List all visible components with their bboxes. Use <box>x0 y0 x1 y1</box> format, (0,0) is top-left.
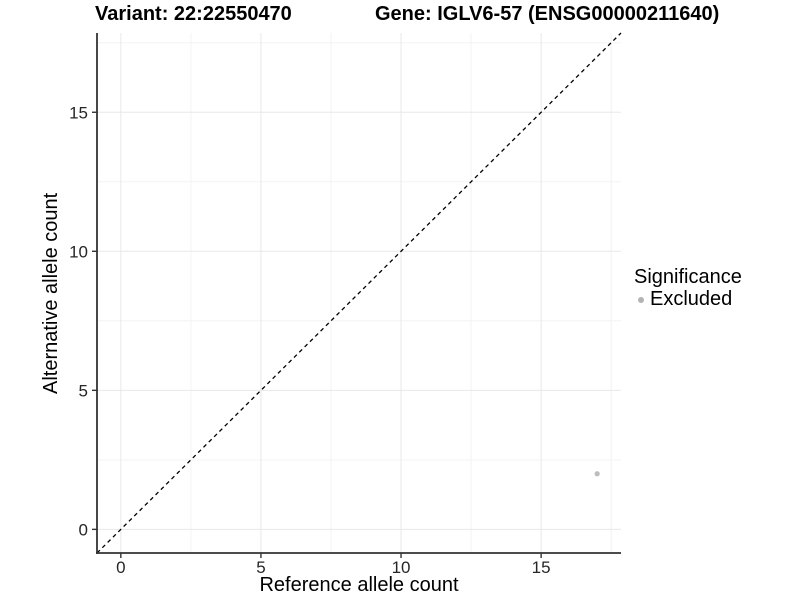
y-axis-title: Alternative allele count <box>40 192 62 394</box>
identity-reference-line <box>96 32 622 554</box>
legend-title: Significance <box>634 266 742 288</box>
y-tick-label: 0 <box>79 520 88 539</box>
plot-title-gene: Gene: IGLV6-57 (ENSG00000211640) <box>375 3 720 25</box>
legend: Significance Excluded <box>634 267 742 310</box>
plot-title-variant: Variant: 22:22550470 <box>95 3 292 25</box>
x-tick-label: 5 <box>256 558 265 577</box>
y-tick-label: 5 <box>79 381 88 400</box>
y-tick-label: 10 <box>69 242 88 261</box>
x-tick-label: 0 <box>116 558 125 577</box>
data-point <box>594 471 600 477</box>
legend-item-label: Excluded <box>650 288 733 310</box>
x-tick-label: 10 <box>392 558 411 577</box>
x-tick-label: 15 <box>532 558 551 577</box>
excluded-point-icon <box>638 296 644 303</box>
legend-item-excluded: Excluded <box>634 289 742 310</box>
y-tick-label: 15 <box>69 103 88 122</box>
x-axis-title: Reference allele count <box>259 574 459 596</box>
